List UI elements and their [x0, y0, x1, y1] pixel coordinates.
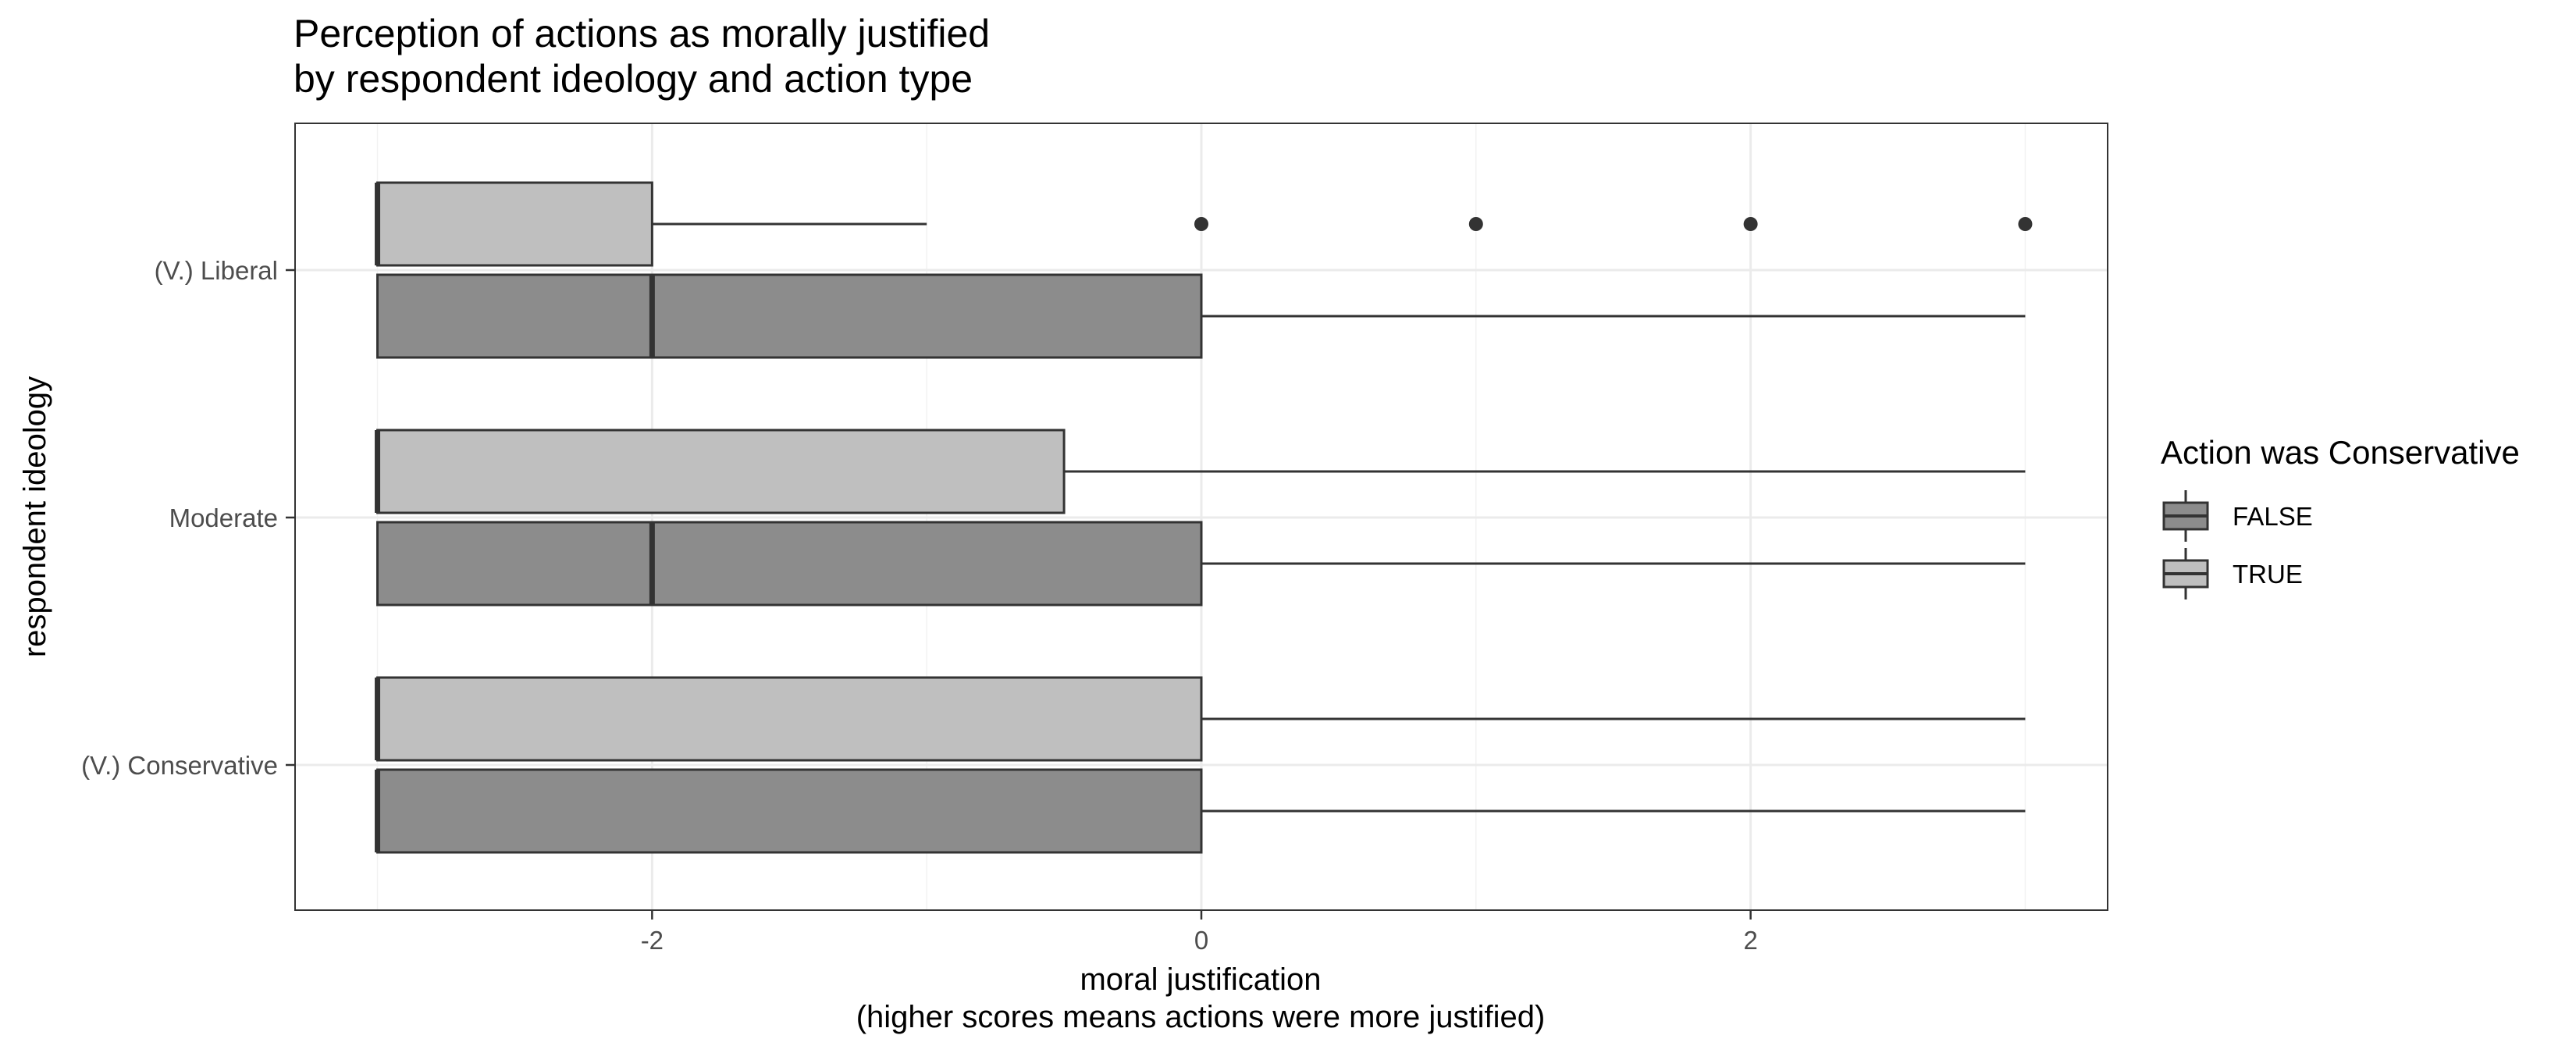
- outlier-point: [1194, 217, 1208, 231]
- box-body: [376, 181, 653, 267]
- box-true-2: [375, 676, 2026, 762]
- legend-title: Action was Conservative: [2161, 434, 2520, 471]
- chart-title-line-1: Perception of actions as morally justifi…: [294, 12, 990, 55]
- y-tick-label: (V.) Conservative: [81, 751, 278, 780]
- box-true-0: [375, 181, 2033, 267]
- box-false-0: [376, 273, 2026, 359]
- x-axis-title-line-2: (higher scores means actions were more j…: [856, 1000, 1546, 1034]
- y-tick-label: (V.) Liberal: [155, 256, 278, 285]
- x-tick-label: 2: [1743, 926, 1757, 955]
- box-body: [376, 768, 1203, 854]
- legend-label: TRUE: [2233, 560, 2303, 589]
- legend-entry-true: TRUE: [2162, 548, 2303, 599]
- box-body: [376, 273, 1203, 359]
- legend-label: FALSE: [2233, 502, 2313, 531]
- legend-entry-false: FALSE: [2162, 490, 2313, 542]
- outlier-point: [1743, 217, 1758, 231]
- x-tick-label: -2: [641, 926, 664, 955]
- outlier-point: [1468, 217, 1483, 231]
- outlier-point: [2018, 217, 2033, 231]
- box-body: [376, 521, 1203, 607]
- box-true-1: [375, 429, 2026, 514]
- box-false-1: [376, 521, 2026, 607]
- box-false-2: [375, 768, 2026, 854]
- x-tick-label: 0: [1194, 926, 1208, 955]
- y-tick-label: Moderate: [169, 503, 278, 532]
- y-axis-title: respondent ideology: [18, 376, 52, 657]
- x-axis-title-line-1: moral justification: [1080, 962, 1321, 997]
- box-body: [376, 429, 1066, 514]
- axes-layer: -2 0 2 (V.) Liberal Moderate (V.) Conservativ…: [81, 256, 1758, 955]
- marks-layer: [375, 181, 2033, 854]
- legend: Action was Conservative FALSE TRUE: [2161, 434, 2520, 599]
- box-body: [376, 676, 1203, 762]
- chart-title-line-2: by respondent ideology and action type: [294, 57, 973, 101]
